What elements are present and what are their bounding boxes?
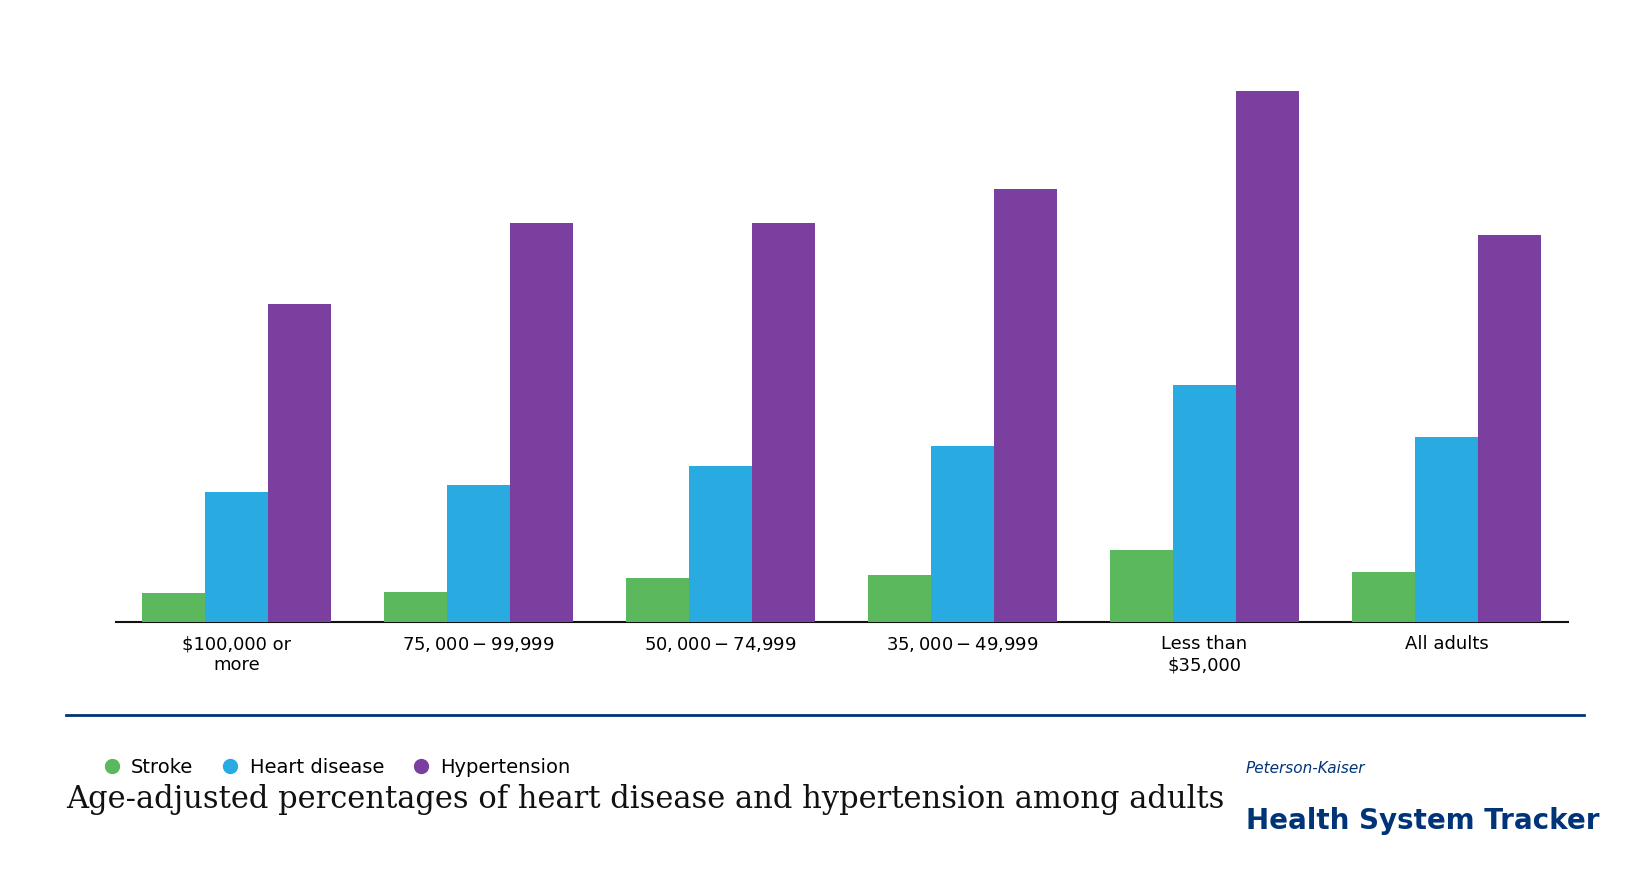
Bar — [752, 224, 815, 622]
Legend: Stroke, Heart disease, Hypertension: Stroke, Heart disease, Hypertension — [96, 750, 579, 785]
Bar — [625, 578, 690, 622]
Bar — [267, 304, 332, 622]
Text: Peterson-Kaiser: Peterson-Kaiser — [1246, 761, 1365, 775]
Bar — [205, 492, 267, 622]
Bar — [993, 189, 1058, 622]
Bar — [690, 466, 752, 622]
Bar — [931, 446, 993, 622]
Bar — [1236, 91, 1299, 622]
Bar — [1351, 572, 1416, 622]
Bar — [142, 593, 205, 622]
Bar — [1173, 385, 1236, 622]
Bar — [1478, 235, 1541, 622]
Text: Health System Tracker: Health System Tracker — [1246, 807, 1599, 836]
Bar — [510, 224, 573, 622]
Bar — [868, 575, 931, 622]
Text: Age-adjusted percentages of heart disease and hypertension among adults: Age-adjusted percentages of heart diseas… — [66, 784, 1224, 814]
Bar — [384, 591, 447, 622]
Bar — [447, 486, 510, 622]
Bar — [1416, 437, 1478, 622]
Bar — [1110, 550, 1173, 622]
